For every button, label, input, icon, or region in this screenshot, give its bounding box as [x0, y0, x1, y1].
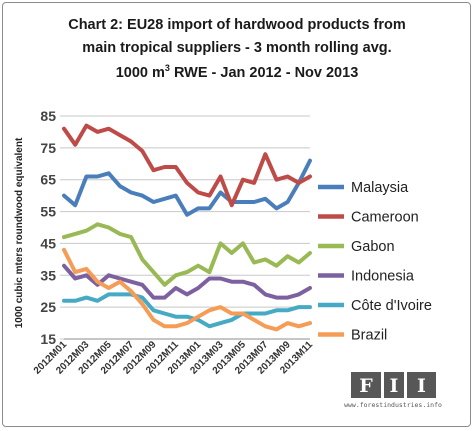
y-tick-25: 25: [40, 299, 56, 315]
legend-label-cameroon: Cameroon: [351, 210, 419, 226]
chart-title: Chart 2: EU28 import of hardwood product…: [68, 17, 406, 81]
legend-label-gabon: Gabon: [351, 239, 395, 255]
series-line-malaysia: [62, 158, 312, 217]
logo-letter-f: F: [359, 375, 373, 397]
subtitle: 1000 m3 RWE - Jan 2012 - Nov 2013: [116, 63, 359, 81]
legend-label-malaysia: Malaysia: [351, 180, 409, 196]
chart-frame: [2, 2, 471, 427]
gridlines: [60, 115, 310, 340]
legend-label-indonesia: Indonesia: [351, 269, 415, 285]
y-tick-85: 85: [40, 108, 56, 124]
fii-logo: F I I www.forestindustries.info: [344, 372, 442, 409]
y-tick-labels: 15 25 35 45 55 65 75 85: [40, 108, 56, 347]
legend-label-cote-d-ivoire: Côte d'Ivoire: [351, 298, 432, 314]
y-axis-label: 1000 cubic mters roundwood equivalent: [14, 137, 25, 328]
logo-box-3: [407, 372, 436, 398]
title-line-2: main tropical suppliers - 3 month rollin…: [82, 40, 391, 56]
logo-letter-i1: I: [390, 375, 399, 397]
subtitle-suffix: RWE - Jan 2012 - Nov 2013: [170, 65, 358, 81]
series-lines: [62, 123, 312, 332]
legend-label-brazil: Brazil: [351, 328, 387, 344]
logo-letter-i2: I: [417, 375, 426, 397]
subtitle-prefix: 1000 m: [116, 65, 165, 81]
y-tick-65: 65: [40, 172, 56, 188]
series-line-brazil: [62, 247, 312, 332]
y-tick-45: 45: [40, 235, 56, 251]
y-tick-35: 35: [40, 267, 56, 283]
logo-box-2: [384, 372, 404, 398]
title-line-1: Chart 2: EU28 import of hardwood product…: [68, 17, 406, 33]
logo-box-1: [351, 372, 381, 398]
logo-url: www.forestindustries.info: [344, 401, 442, 409]
legend: Malaysia Cameroon Gabon Indonesia Côte d'Ivo…: [318, 180, 432, 344]
y-tick-15: 15: [40, 331, 56, 347]
series-line-cote-d-ivoire: [62, 292, 312, 329]
series-line-cameroon: [62, 123, 312, 208]
y-tick-55: 55: [40, 204, 56, 220]
y-tick-75: 75: [40, 140, 56, 156]
series-line-gabon: [62, 222, 312, 287]
x-tick-labels: 2012M012012M032012M052012M072012M092012M…: [32, 339, 316, 377]
series-line-indonesia: [62, 263, 312, 300]
subtitle-superscript: 3: [165, 63, 170, 73]
